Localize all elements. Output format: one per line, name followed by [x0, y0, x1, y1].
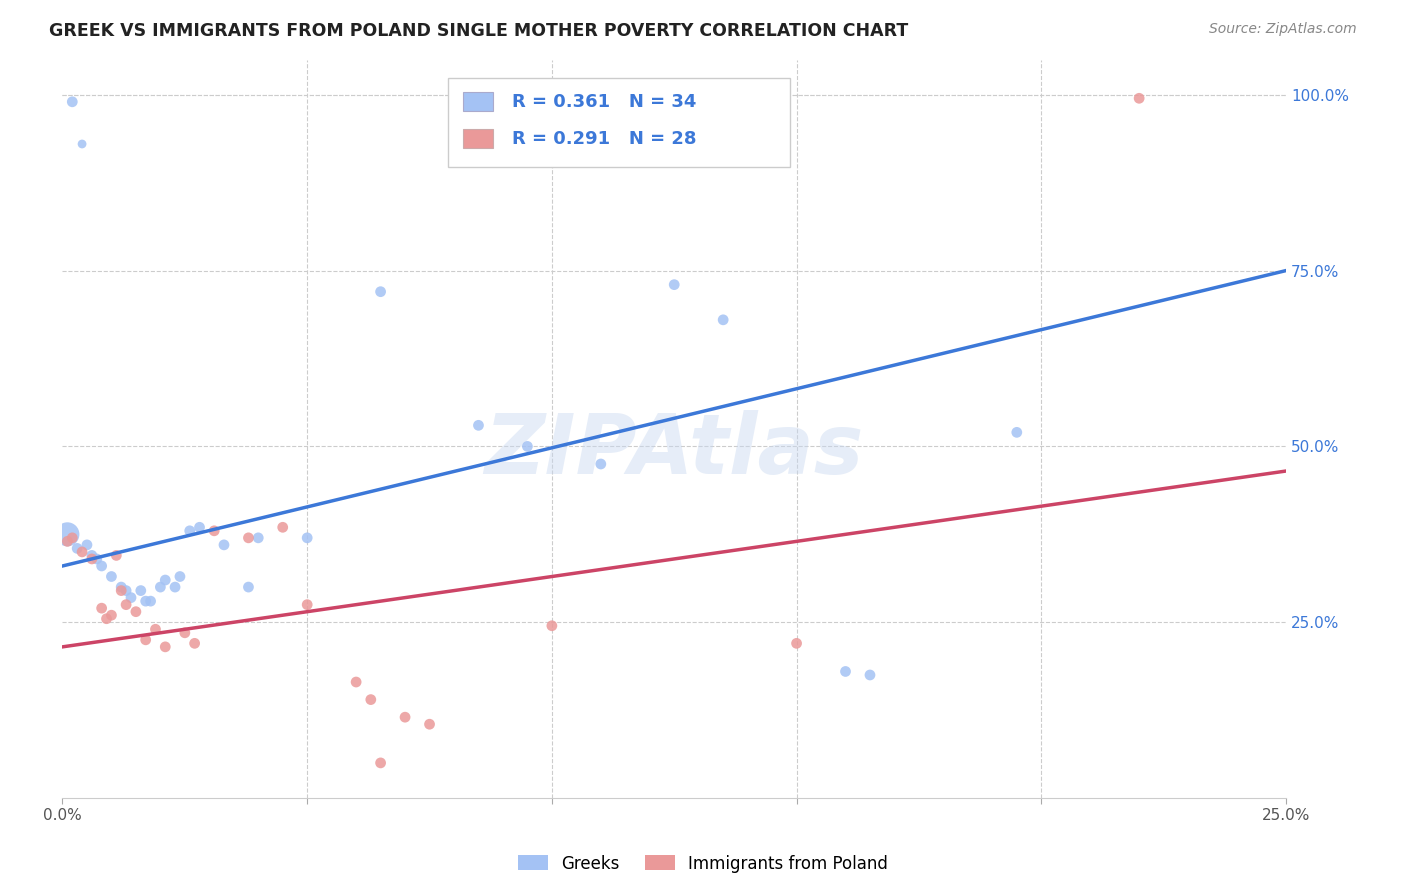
- Point: [120, 591, 142, 605]
- Point: [76, 538, 98, 552]
- Point: [60, 95, 83, 109]
- Point: [1128, 91, 1150, 105]
- Bar: [463, 93, 494, 111]
- Point: [155, 573, 177, 587]
- Point: [786, 636, 808, 650]
- Point: [86, 552, 108, 566]
- Point: [1005, 425, 1028, 440]
- Point: [149, 580, 172, 594]
- Point: [173, 625, 195, 640]
- Point: [516, 439, 538, 453]
- Text: GREEK VS IMMIGRANTS FROM POLAND SINGLE MOTHER POVERTY CORRELATION CHART: GREEK VS IMMIGRANTS FROM POLAND SINGLE M…: [49, 22, 908, 40]
- Point: [859, 668, 882, 682]
- Point: [135, 594, 157, 608]
- Point: [66, 541, 89, 556]
- Point: [344, 675, 367, 690]
- Point: [56, 534, 79, 549]
- Point: [295, 598, 318, 612]
- Point: [212, 538, 235, 552]
- Text: R = 0.291   N = 28: R = 0.291 N = 28: [512, 129, 696, 147]
- Point: [155, 640, 177, 654]
- Point: [295, 531, 318, 545]
- Point: [90, 559, 112, 574]
- Point: [80, 552, 103, 566]
- Point: [589, 457, 612, 471]
- Point: [247, 531, 270, 545]
- Point: [90, 601, 112, 615]
- Point: [271, 520, 294, 534]
- Point: [664, 277, 686, 292]
- Point: [125, 605, 148, 619]
- Text: R = 0.361   N = 34: R = 0.361 N = 34: [512, 93, 696, 111]
- Point: [370, 756, 392, 770]
- Point: [238, 580, 260, 594]
- Point: [188, 520, 211, 534]
- Point: [70, 545, 93, 559]
- Point: [60, 531, 83, 545]
- Point: [360, 692, 382, 706]
- Point: [129, 583, 152, 598]
- Point: [834, 665, 856, 679]
- Point: [80, 549, 103, 563]
- Point: [541, 619, 564, 633]
- Point: [70, 136, 93, 151]
- FancyBboxPatch shape: [449, 78, 790, 167]
- Point: [135, 632, 157, 647]
- Point: [139, 594, 162, 608]
- Point: [179, 524, 201, 538]
- Point: [145, 622, 167, 636]
- Legend: Greeks, Immigrants from Poland: Greeks, Immigrants from Poland: [512, 848, 894, 880]
- Point: [100, 608, 122, 623]
- Point: [115, 583, 138, 598]
- Point: [110, 583, 132, 598]
- Point: [96, 612, 118, 626]
- Point: [711, 313, 734, 327]
- Point: [110, 580, 132, 594]
- Point: [467, 418, 489, 433]
- Point: [56, 527, 79, 541]
- Point: [100, 569, 122, 583]
- Text: Source: ZipAtlas.com: Source: ZipAtlas.com: [1209, 22, 1357, 37]
- Point: [105, 549, 128, 563]
- Text: ZIPAtlas: ZIPAtlas: [485, 410, 863, 491]
- Bar: [463, 129, 494, 148]
- Point: [202, 524, 225, 538]
- Point: [419, 717, 441, 731]
- Point: [169, 569, 191, 583]
- Point: [370, 285, 392, 299]
- Point: [115, 598, 138, 612]
- Point: [183, 636, 205, 650]
- Point: [394, 710, 416, 724]
- Point: [165, 580, 187, 594]
- Point: [238, 531, 260, 545]
